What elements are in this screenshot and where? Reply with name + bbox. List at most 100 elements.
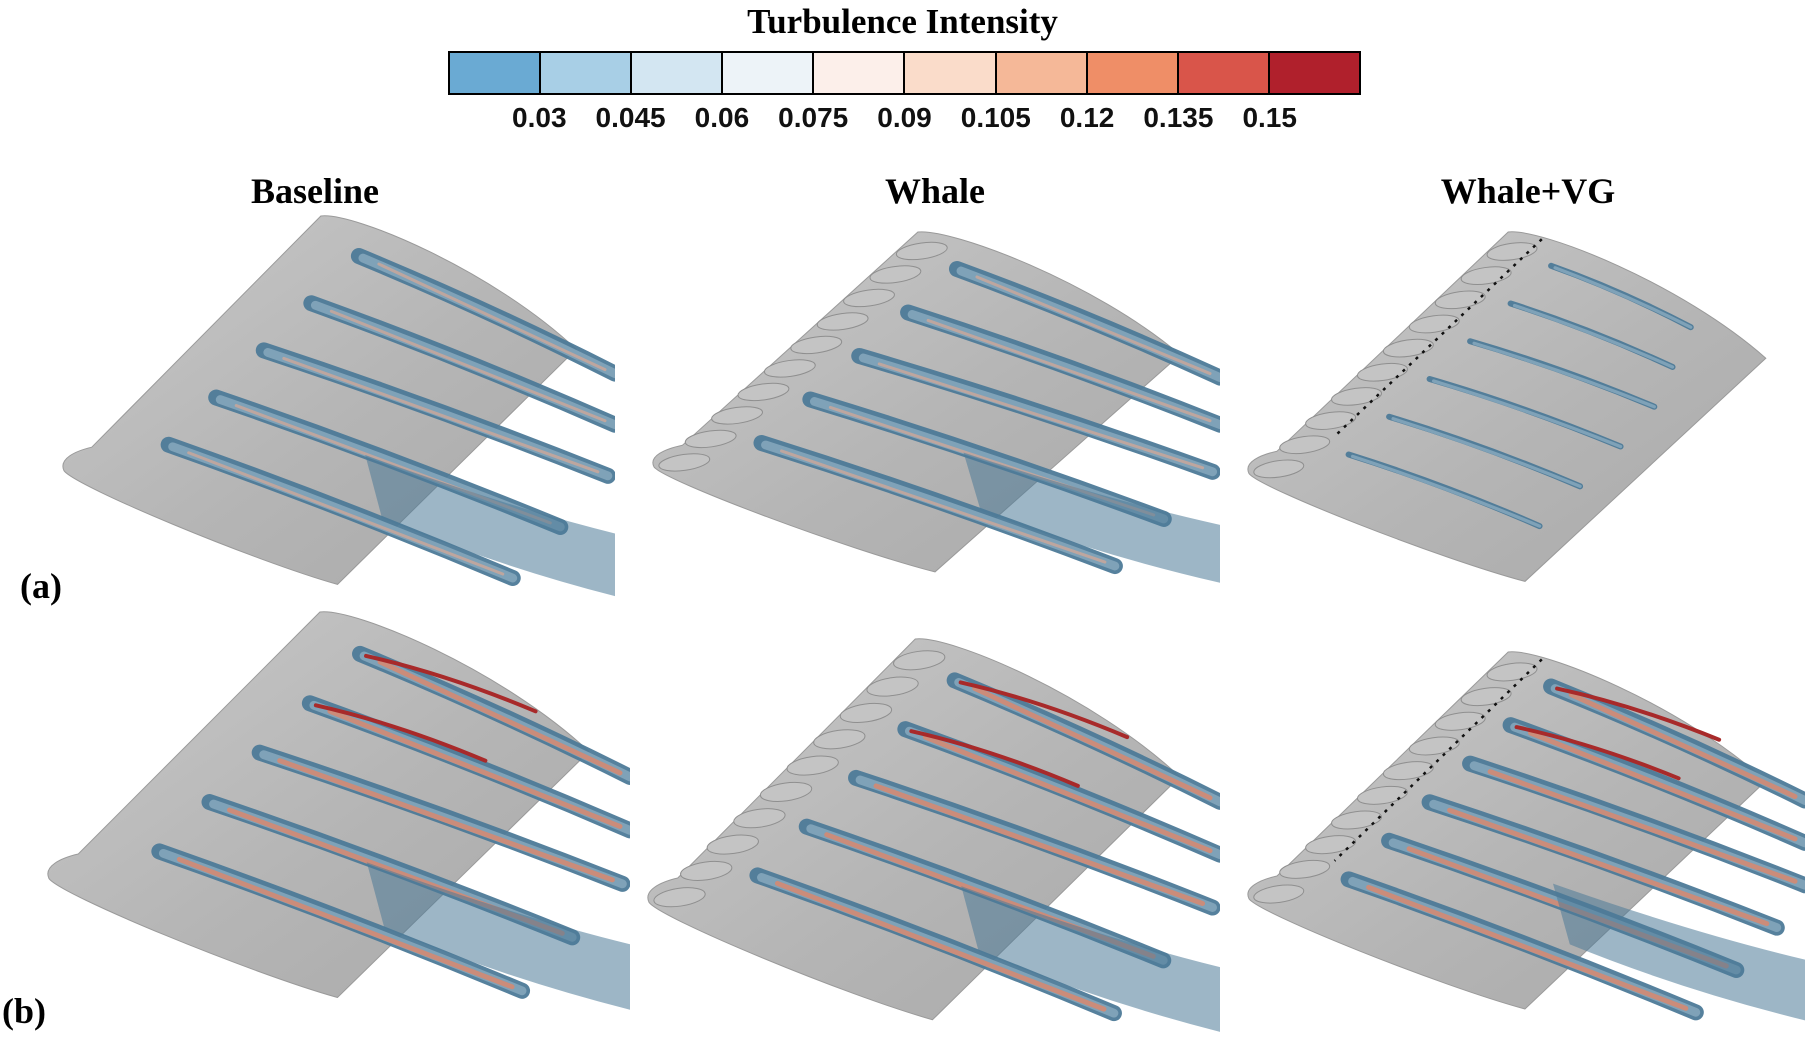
turbulence-streak: [1340, 871, 1704, 1021]
tubercle: [1253, 459, 1305, 479]
tubercle: [658, 453, 711, 472]
tubercle: [1460, 266, 1512, 285]
tubercle: [1279, 435, 1331, 455]
column-label-baseline: Baseline: [250, 171, 379, 211]
turbulence-streak: [251, 744, 630, 892]
colorbar-tick-label: 0.15: [1242, 102, 1297, 133]
tubercle: [1460, 687, 1512, 707]
turbulence-streak: [948, 260, 1220, 386]
tubercle: [733, 808, 786, 829]
turbulence-streak: [352, 645, 630, 785]
tubercle: [706, 834, 759, 855]
tubercle: [1408, 314, 1460, 334]
wing-body: [652, 231, 1181, 573]
turbulence-streak: [1386, 413, 1584, 490]
tubercle: [1486, 662, 1538, 682]
turbulence-streak: [1502, 717, 1805, 851]
panel-baseline-a: [60, 212, 615, 604]
turbulence-streak: [1421, 794, 1785, 936]
tubercle: [1434, 711, 1486, 731]
row-label-b: (b): [2, 991, 46, 1031]
colorbar-tick-label: 0.135: [1143, 102, 1214, 133]
wing-surface-image: [647, 638, 1220, 1032]
panel-whale-a: [650, 228, 1220, 590]
colorbar-segment: [996, 53, 1088, 93]
wake-region: [366, 862, 630, 1010]
panel-whale-b: [645, 635, 1220, 1040]
tubercle: [869, 265, 922, 284]
wake-region: [365, 455, 615, 597]
tubercle: [653, 887, 706, 908]
turbulence-streak: [900, 304, 1220, 433]
row-label-a: (a): [20, 566, 62, 606]
tubercle: [895, 241, 948, 261]
tubercle: [759, 781, 813, 802]
tubercle: [1356, 362, 1408, 382]
turbulence-streak: [1543, 678, 1805, 809]
wing-surface-image: [1247, 231, 1767, 582]
tubercle: [1356, 785, 1408, 805]
turbulence-streak: [160, 436, 521, 587]
tubercle: [786, 755, 839, 776]
turbulence-streak: [1467, 338, 1658, 410]
colorbar-tick-label: 0.12: [1059, 102, 1115, 133]
column-label-whale-vg: Whale+VG: [1440, 171, 1616, 211]
turbulence-streak: [151, 843, 531, 999]
turbulence-streak: [1548, 262, 1694, 331]
wing-surface-image: [62, 215, 615, 597]
tubercle: [1486, 242, 1538, 261]
wake-region: [1553, 883, 1805, 1021]
tubercle: [866, 676, 919, 697]
tubercle: [737, 382, 790, 402]
wing-body: [62, 215, 577, 585]
tubercle: [711, 406, 763, 425]
colorbar-segment: [632, 53, 724, 93]
colorbar-segment: [1087, 53, 1179, 93]
tubercle: [1279, 859, 1331, 879]
tubercle: [1408, 736, 1460, 756]
colorbar-title: Turbulence Intensity: [747, 2, 1058, 41]
tubercle: [839, 702, 893, 723]
tubercle: [1305, 411, 1357, 430]
wake-region: [963, 452, 1220, 583]
turbulence-streak: [255, 342, 615, 484]
turbulence-streak: [1426, 376, 1624, 450]
tubercle: [1382, 338, 1434, 358]
vortex-generator-line: [1333, 238, 1543, 438]
tubercle: [684, 429, 737, 449]
wing-body: [647, 638, 1181, 1021]
column-label-whale: Whale: [884, 171, 985, 211]
wing-surface-image: [652, 231, 1220, 583]
vortex-generator-line: [1333, 658, 1543, 862]
tubercle: [1434, 290, 1486, 310]
turbulence-streak: [749, 867, 1122, 1022]
colorbar-segment: [541, 53, 633, 93]
colorbar-segment: [450, 53, 542, 93]
turbulence-streak: [851, 347, 1220, 480]
turbulence-streak: [301, 695, 630, 839]
tubercle: [1305, 835, 1357, 855]
panel-whale-vg-a: [1245, 228, 1805, 600]
tubercle: [813, 729, 866, 750]
turbulence-streak: [1345, 451, 1543, 530]
tubercle: [790, 335, 843, 355]
tubercle: [763, 359, 816, 378]
panel-whale-vg-b: [1245, 648, 1805, 1028]
turbulence-streak: [946, 672, 1220, 810]
turbulence-streak: [753, 434, 1123, 575]
wing-surface-image: [47, 611, 630, 1010]
colorbar-segment: [723, 53, 815, 93]
panel-baseline-b: [45, 608, 630, 1018]
tubercle: [1331, 387, 1383, 406]
colorbar-segment: [1178, 53, 1270, 93]
colorbar-tick-label: 0.09: [877, 102, 932, 133]
colorbar-tick-label: 0.105: [960, 102, 1031, 133]
tubercle: [1382, 761, 1434, 781]
tubercle: [1253, 884, 1305, 904]
colorbar-segment: [814, 53, 906, 93]
colorbar-tick-label: 0.045: [595, 102, 666, 133]
turbulence-streak: [848, 769, 1220, 916]
wing-body: [47, 611, 590, 999]
tubercle: [816, 312, 869, 331]
colorbar-segment: [1269, 53, 1359, 93]
